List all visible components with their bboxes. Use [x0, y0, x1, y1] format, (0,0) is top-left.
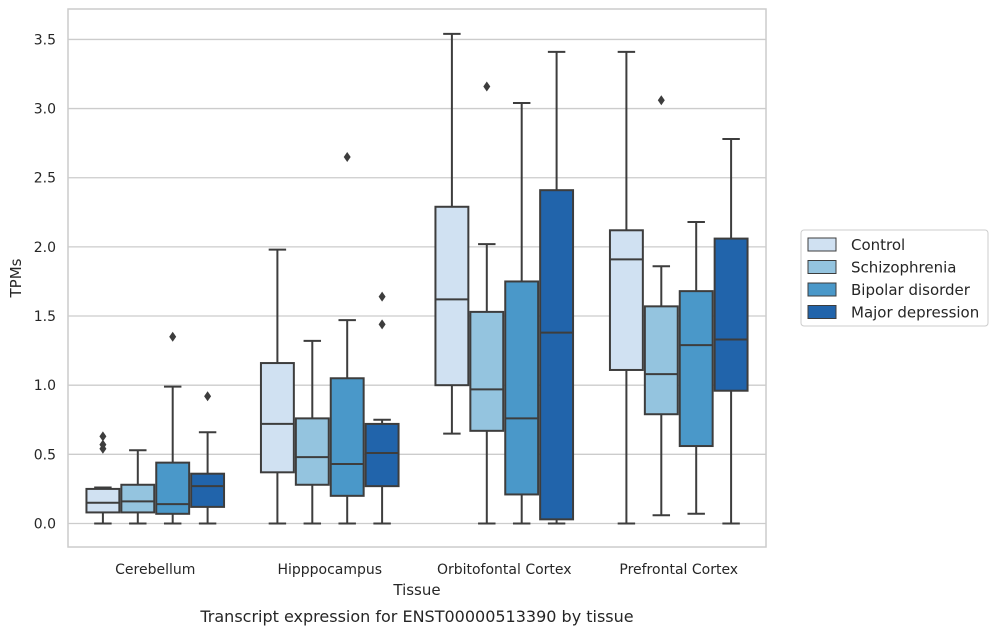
box-plot [608, 50, 644, 525]
box-plot [120, 449, 156, 525]
box [364, 422, 400, 488]
x-tick-label: Orbitofontal Cortex [437, 562, 572, 578]
box [678, 290, 714, 448]
y-axis-label: TPMs [7, 258, 25, 298]
box [120, 483, 156, 514]
y-tick-label: 3.5 [34, 32, 56, 48]
box [259, 362, 295, 474]
outlier-point [343, 151, 351, 162]
box-plot [190, 391, 226, 525]
box [329, 377, 365, 497]
box-plot [85, 431, 121, 525]
outlier-point [378, 319, 386, 330]
outlier-point [99, 431, 107, 442]
box-plot [364, 291, 400, 525]
legend-label: Major depression [851, 304, 979, 322]
box-plot [539, 50, 575, 525]
box-plot [294, 339, 330, 525]
box [713, 237, 749, 392]
y-gridlines [68, 38, 766, 525]
box-plot [329, 151, 365, 525]
box-plot [155, 331, 191, 525]
outlier-point [657, 95, 665, 106]
y-tick-label: 0.0 [34, 516, 56, 532]
chart-caption: Transcript expression for ENST0000051339… [199, 607, 633, 626]
box [155, 461, 191, 515]
box-plot [643, 95, 679, 517]
box-plot [259, 248, 295, 525]
outlier-point [99, 439, 107, 450]
box [539, 189, 575, 521]
box-plot [504, 102, 540, 525]
outlier-point [204, 391, 212, 402]
outlier-point [378, 291, 386, 302]
y-tick-label: 0.5 [34, 447, 56, 463]
outlier-point [169, 331, 177, 342]
x-tick-labels: Cerebellum Hipppocampus Orbitofontal Corte… [115, 562, 738, 578]
box [643, 305, 679, 416]
box-plot [678, 220, 714, 515]
y-tick-labels: 0.0 0.5 1.0 1.5 2.0 2.5 3.0 3.5 [34, 32, 56, 532]
box-plot [713, 138, 749, 525]
legend-label: Bipolar disorder [851, 281, 971, 299]
legend-swatch [807, 260, 837, 274]
box-plot [434, 32, 470, 435]
x-tick-label: Cerebellum [115, 562, 195, 578]
legend-swatch [807, 305, 837, 319]
legend-swatch [807, 237, 837, 252]
box-plots [85, 32, 749, 525]
y-tick-label: 1.0 [34, 378, 56, 394]
box [504, 280, 540, 496]
box-plot [469, 81, 505, 525]
plot-area-frame [67, 8, 767, 548]
box [294, 417, 330, 486]
x-axis-label: Tissue [392, 581, 440, 599]
y-tick-label: 2.5 [34, 171, 56, 187]
legend: Control Schizophrenia Bipolar disorder Majo… [800, 229, 989, 327]
legend-label: Control [851, 236, 905, 254]
y-tick-label: 2.0 [34, 240, 56, 256]
legend-label: Schizophrenia [851, 259, 956, 277]
x-tick-label: Prefrontal Cortex [619, 562, 738, 578]
y-tick-label: 1.5 [34, 309, 56, 325]
box [434, 205, 470, 387]
y-tick-label: 3.0 [34, 102, 56, 118]
legend-frame [800, 229, 989, 327]
outlier-point [483, 81, 491, 92]
box [608, 229, 644, 371]
x-tick-label: Hipppocampus [277, 562, 382, 578]
legend-swatch [807, 282, 837, 297]
box [469, 310, 505, 432]
box [190, 472, 226, 508]
box [85, 487, 121, 514]
